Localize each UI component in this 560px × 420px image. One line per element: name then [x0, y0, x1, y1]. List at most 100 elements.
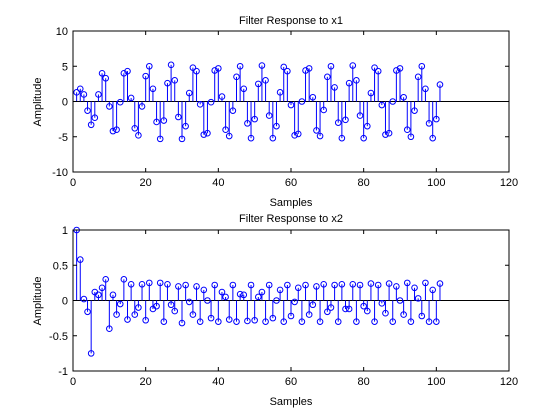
- stem-marker: [218, 288, 226, 296]
- stem-marker: [76, 85, 84, 93]
- stem-marker: [196, 318, 204, 325]
- stem-marker: [109, 291, 117, 299]
- stem-marker: [342, 305, 349, 313]
- y-tick-label: 5: [62, 61, 68, 73]
- stem-marker: [338, 280, 346, 288]
- stem-marker: [95, 291, 102, 299]
- stem-marker: [76, 256, 84, 263]
- stem-marker: [320, 280, 328, 288]
- stem-marker: [236, 290, 244, 298]
- stem-marker: [171, 307, 179, 315]
- stem-marker: [149, 85, 157, 93]
- stem-marker: [324, 73, 331, 81]
- stem-marker: [258, 62, 266, 69]
- stem-marker: [182, 122, 189, 130]
- stem-marker: [98, 70, 106, 77]
- x-tick-label: 80: [358, 376, 370, 388]
- stem-marker: [233, 73, 240, 81]
- stem-marker: [225, 132, 233, 140]
- stem-marker: [403, 279, 411, 287]
- x-tick-label: 60: [285, 376, 297, 388]
- stem-marker: [124, 67, 131, 75]
- plot-x2-response: Filter Response to x2 -1 -0.5 0 0.5 1 0 20 40 6…: [32, 213, 518, 408]
- stem-marker: [407, 318, 415, 325]
- stem-marker: [204, 297, 211, 304]
- stem-marker: [98, 284, 106, 292]
- stem-marker: [327, 304, 335, 311]
- stem-marker: [374, 281, 382, 289]
- stem-marker: [393, 283, 400, 290]
- stem-marker: [175, 283, 182, 290]
- y-axis-label: Amplitude: [32, 78, 44, 127]
- stem-marker: [356, 112, 364, 119]
- plot-x1-response: Filter Response to x1 -10 -5 0 5 10 0 20 40 60 8…: [32, 15, 518, 209]
- stem-marker: [396, 297, 404, 304]
- stem-marker: [87, 350, 95, 357]
- stem-marker: [265, 281, 273, 289]
- x-axis-label: Samples: [270, 396, 313, 408]
- stem-marker: [229, 107, 237, 114]
- stem-marker: [287, 101, 295, 109]
- stem-marker: [251, 115, 258, 123]
- stem-marker: [403, 126, 411, 133]
- stem-marker: [280, 63, 288, 71]
- stem-marker: [294, 130, 302, 138]
- stem-marker: [305, 65, 313, 72]
- y-tick-label: 0.5: [53, 260, 68, 272]
- stem-marker: [178, 319, 186, 327]
- stem-marker: [131, 124, 139, 132]
- stem-marker: [185, 298, 193, 306]
- stem-marker: [160, 117, 168, 124]
- stem-marker: [127, 94, 135, 102]
- stem-marker: [360, 134, 367, 142]
- stem-marker: [436, 280, 444, 287]
- stem-marker: [433, 115, 440, 123]
- stem-marker: [124, 316, 131, 323]
- stem-marker: [385, 129, 393, 137]
- stem-marker: [175, 113, 182, 121]
- x-tick-label: 120: [500, 177, 518, 189]
- stem-marker: [251, 316, 258, 324]
- stem-marker: [127, 280, 135, 288]
- stem-marker: [334, 318, 342, 325]
- stem-marker: [418, 312, 426, 320]
- stem-marker: [87, 121, 95, 129]
- y-tick-label: -1: [58, 366, 68, 378]
- stem-marker: [135, 132, 142, 139]
- stem-marker: [222, 126, 229, 133]
- stem-marker: [342, 116, 349, 124]
- y-tick-label: 10: [56, 26, 68, 38]
- stem-marker: [287, 312, 295, 320]
- x-tick-label: 120: [500, 376, 518, 388]
- stem-marker: [378, 300, 386, 307]
- stem-marker: [215, 65, 222, 72]
- stem-marker: [156, 279, 164, 287]
- stem-marker: [146, 279, 153, 287]
- x-tick-label: 20: [140, 177, 152, 189]
- x-tick-label: 0: [70, 376, 76, 388]
- stem-marker: [167, 301, 175, 309]
- x-tick-label: 20: [140, 376, 152, 388]
- stem-marker: [320, 106, 328, 114]
- stem-marker: [331, 84, 338, 91]
- stem-marker: [371, 318, 378, 325]
- stem-marker: [153, 118, 160, 126]
- stem-marker: [109, 127, 117, 135]
- stem-marker: [80, 295, 88, 303]
- stem-marker: [240, 291, 248, 299]
- x-tick-label: 80: [358, 177, 370, 189]
- stem-marker: [302, 67, 309, 74]
- x-tick-label: 0: [70, 177, 76, 189]
- stem-marker: [247, 281, 255, 289]
- stem-marker: [189, 311, 197, 318]
- stem-marker: [164, 79, 171, 87]
- stem-marker: [254, 293, 262, 301]
- stem-marker: [273, 122, 280, 130]
- stem-marker: [258, 288, 266, 296]
- x-tick-label: 100: [427, 376, 445, 388]
- stem-marker: [324, 308, 331, 316]
- plot-title: Filter Response to x1: [239, 15, 343, 27]
- stem-marker: [313, 127, 320, 134]
- stem-marker: [349, 280, 357, 288]
- stem-marker: [331, 281, 338, 289]
